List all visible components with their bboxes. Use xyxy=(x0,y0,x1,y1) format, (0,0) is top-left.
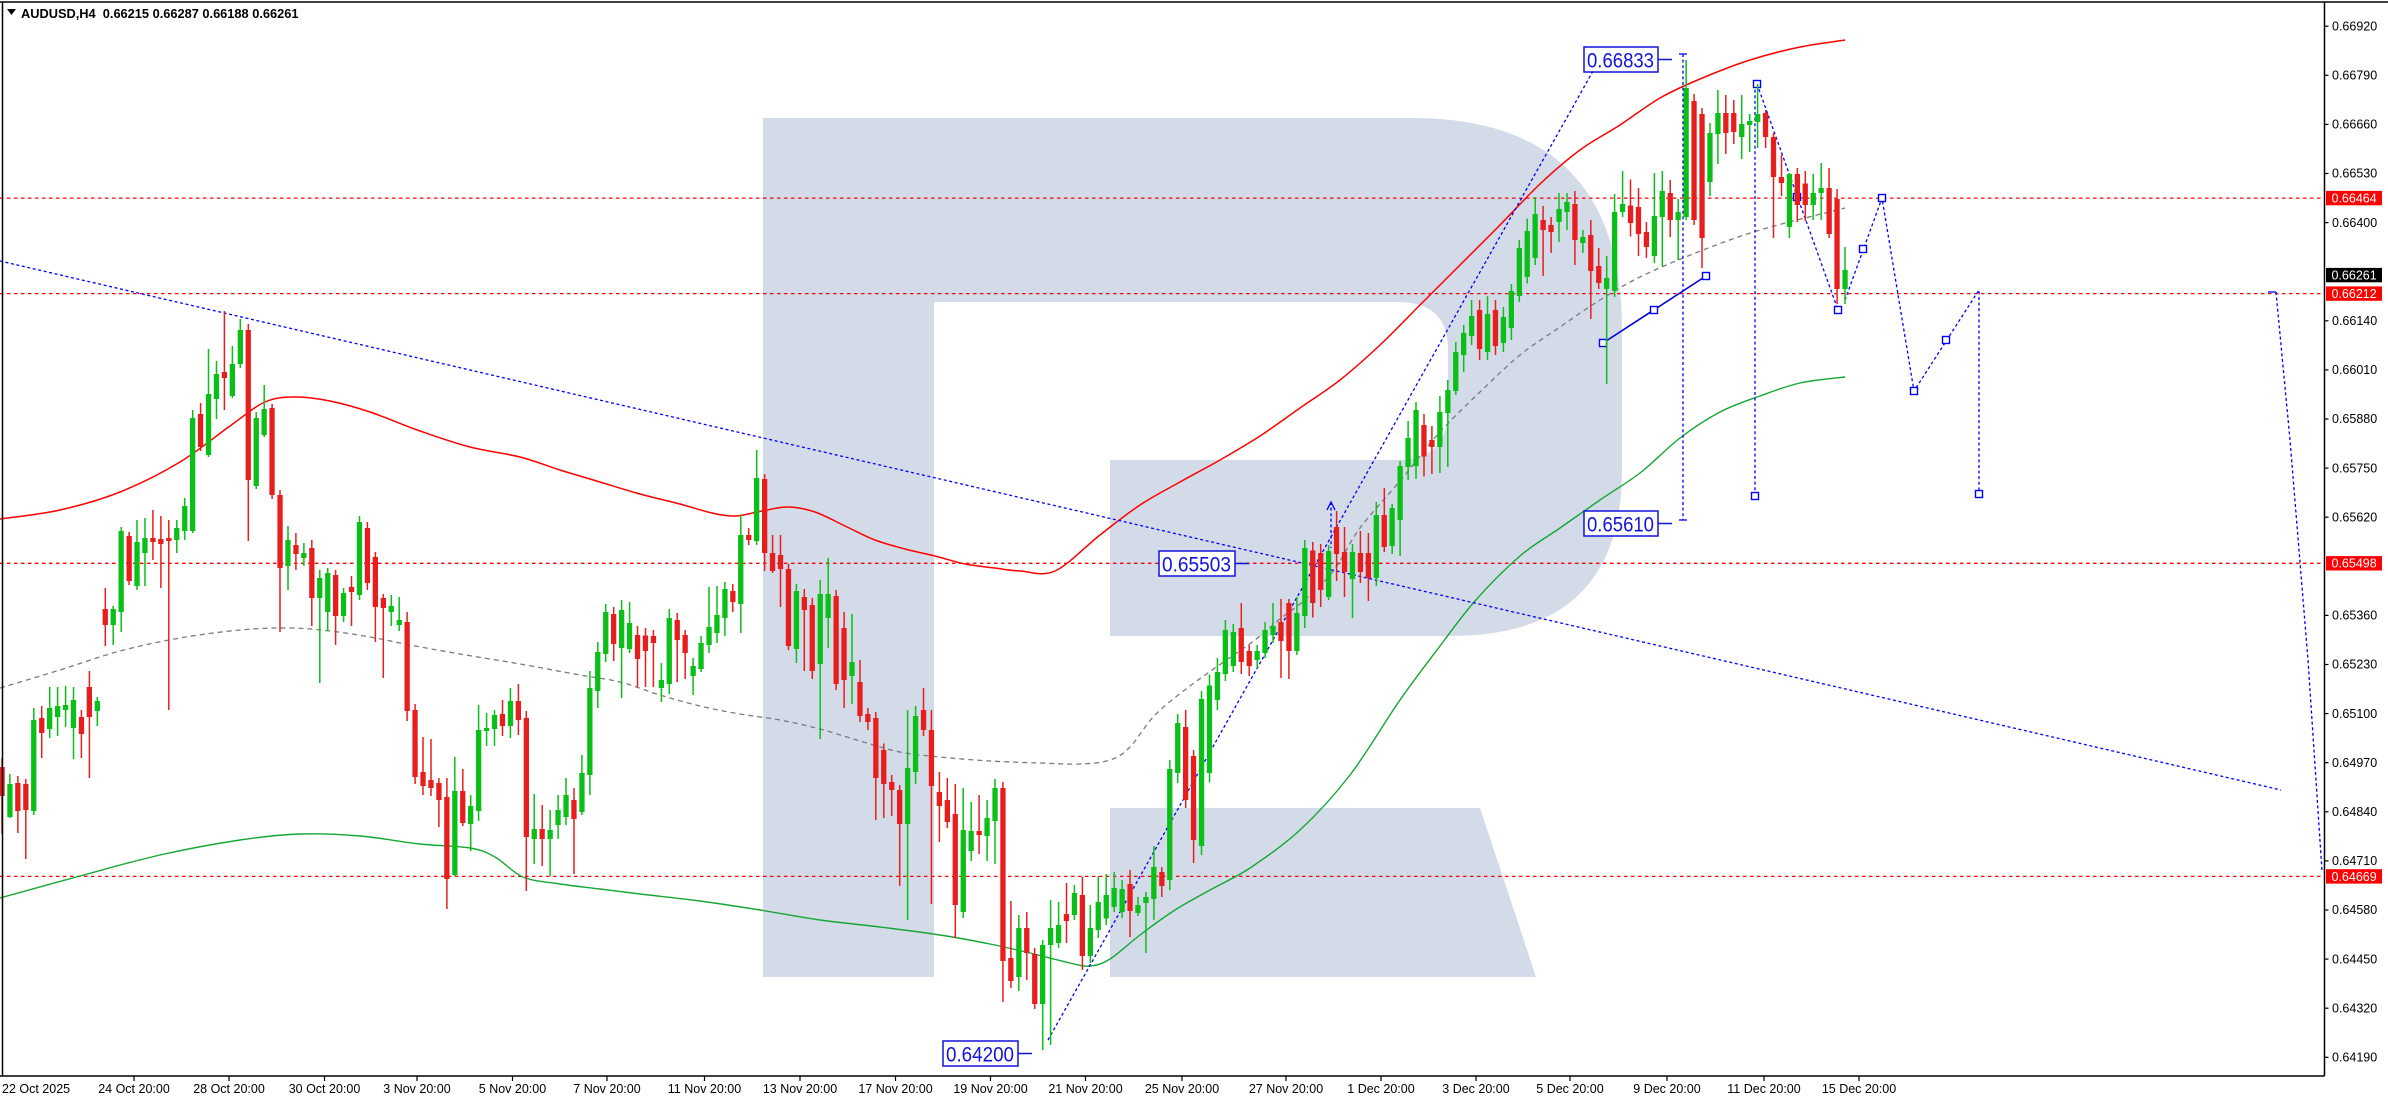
svg-text:0.65498: 0.65498 xyxy=(2332,557,2377,571)
svg-text:0.66140: 0.66140 xyxy=(2332,314,2377,328)
svg-text:28 Oct 20:00: 28 Oct 20:00 xyxy=(193,1082,265,1096)
svg-text:0.66464: 0.66464 xyxy=(2332,192,2377,206)
svg-text:0.65610: 0.65610 xyxy=(1587,514,1654,537)
svg-text:0.65620: 0.65620 xyxy=(2332,510,2377,524)
svg-text:0.66212: 0.66212 xyxy=(2332,287,2377,301)
svg-text:3 Nov 20:00: 3 Nov 20:00 xyxy=(383,1082,450,1096)
svg-text:21 Nov 20:00: 21 Nov 20:00 xyxy=(1048,1082,1122,1096)
svg-text:0.64200: 0.64200 xyxy=(946,1044,1014,1067)
svg-text:0.65100: 0.65100 xyxy=(2332,707,2377,721)
svg-text:0.65880: 0.65880 xyxy=(2332,412,2377,426)
svg-text:11 Nov 20:00: 11 Nov 20:00 xyxy=(668,1082,741,1096)
svg-text:0.66920: 0.66920 xyxy=(2332,19,2377,33)
svg-text:0.66660: 0.66660 xyxy=(2332,118,2377,132)
svg-text:0.66010: 0.66010 xyxy=(2332,363,2377,377)
svg-text:9 Dec 20:00: 9 Dec 20:00 xyxy=(1633,1082,1700,1096)
svg-text:5 Nov 20:00: 5 Nov 20:00 xyxy=(479,1082,546,1096)
svg-text:17 Nov 20:00: 17 Nov 20:00 xyxy=(858,1082,932,1096)
svg-text:0.64840: 0.64840 xyxy=(2332,805,2377,819)
svg-text:0.64580: 0.64580 xyxy=(2332,903,2377,917)
svg-text:0.66790: 0.66790 xyxy=(2332,69,2377,83)
svg-text:13 Nov 20:00: 13 Nov 20:00 xyxy=(763,1082,837,1096)
svg-text:0.66530: 0.66530 xyxy=(2332,167,2377,181)
svg-text:7 Nov 20:00: 7 Nov 20:00 xyxy=(573,1082,640,1096)
svg-text:0.64710: 0.64710 xyxy=(2332,854,2377,868)
svg-text:30 Oct 20:00: 30 Oct 20:00 xyxy=(289,1082,361,1096)
svg-text:0.65360: 0.65360 xyxy=(2332,609,2377,623)
svg-text:0.65503: 0.65503 xyxy=(1162,554,1231,577)
svg-text:0.64970: 0.64970 xyxy=(2332,756,2377,770)
svg-text:0.66833: 0.66833 xyxy=(1587,50,1654,73)
svg-text:0.66400: 0.66400 xyxy=(2332,216,2377,230)
svg-text:19 Nov 20:00: 19 Nov 20:00 xyxy=(953,1082,1027,1096)
svg-text:1 Dec 20:00: 1 Dec 20:00 xyxy=(1347,1082,1414,1096)
svg-text:3 Dec 20:00: 3 Dec 20:00 xyxy=(1442,1082,1509,1096)
svg-text:24 Oct 20:00: 24 Oct 20:00 xyxy=(98,1082,170,1096)
svg-text:AUDUSD,H4 0.66215 0.66287 0.6: AUDUSD,H4 0.66215 0.66287 0.66188 0.6626… xyxy=(21,6,298,21)
svg-text:22 Oct 2025: 22 Oct 2025 xyxy=(2,1082,70,1096)
svg-text:11 Dec 20:00: 11 Dec 20:00 xyxy=(1727,1082,1800,1096)
svg-text:0.64190: 0.64190 xyxy=(2332,1051,2377,1065)
svg-text:0.65750: 0.65750 xyxy=(2332,461,2377,475)
svg-text:0.65230: 0.65230 xyxy=(2332,658,2377,672)
svg-text:0.64450: 0.64450 xyxy=(2332,952,2377,966)
svg-text:0.64320: 0.64320 xyxy=(2332,1001,2377,1015)
svg-text:25 Nov 20:00: 25 Nov 20:00 xyxy=(1145,1082,1219,1096)
svg-text:5 Dec 20:00: 5 Dec 20:00 xyxy=(1536,1082,1603,1096)
svg-text:15 Dec 20:00: 15 Dec 20:00 xyxy=(1822,1082,1896,1096)
svg-text:0.64669: 0.64669 xyxy=(2332,870,2377,884)
svg-text:27 Nov 20:00: 27 Nov 20:00 xyxy=(1249,1082,1323,1096)
svg-text:0.66261: 0.66261 xyxy=(2332,269,2377,283)
